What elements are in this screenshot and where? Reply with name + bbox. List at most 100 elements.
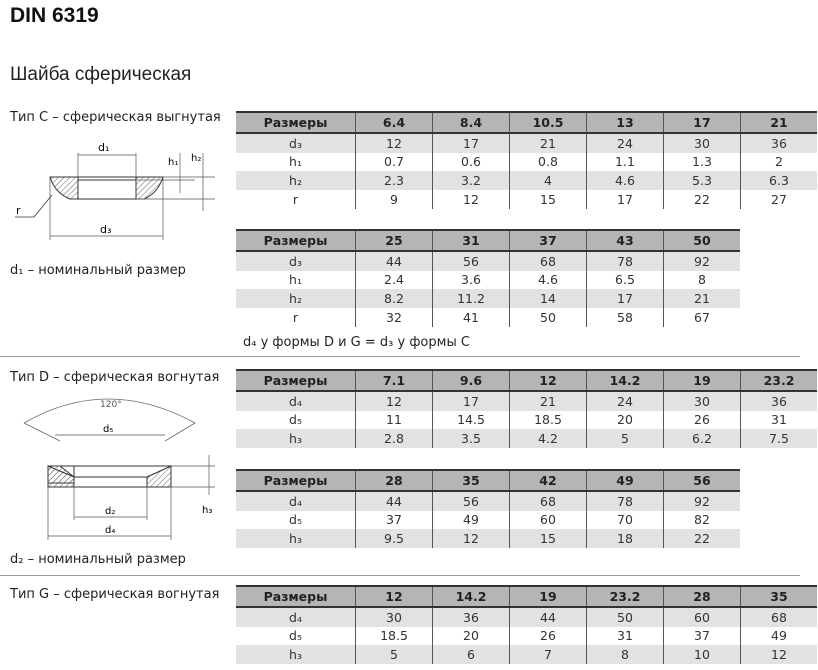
table-header-cell: 35 <box>740 586 817 607</box>
type-d-label: Тип D – сферическая вогнутая <box>10 370 220 385</box>
table-header-cell: 43 <box>586 230 664 251</box>
table-header-row: Размеры 7.1 9.6 12 14.2 19 23.2 <box>236 370 817 391</box>
table-cell: 68 <box>509 490 587 511</box>
table-cell: 26 <box>509 626 587 646</box>
table-header-cell: 28 <box>355 470 433 491</box>
table-cell: d₃ <box>289 253 302 269</box>
table-header-cell: 10.5 <box>509 112 587 133</box>
table-cell: h₂ <box>289 173 302 189</box>
table-cell: 17 <box>432 132 510 153</box>
type-c-table-1: Размеры 6.4 8.4 10.5 13 17 21 d₃ 12 17 21 24 30 36 h₁ 0… <box>236 111 817 209</box>
h2-label: h₂ <box>191 153 201 164</box>
table-cell: 9.5 <box>355 529 433 549</box>
table-cell: 22 <box>663 529 740 549</box>
table-row: d₃ 44 56 68 78 92 <box>236 250 740 271</box>
type-c-drawing: d₁ d₃ h₁ h₂ r <box>15 141 215 240</box>
table-cell: 3.5 <box>432 429 510 449</box>
table-header-cell: 17 <box>663 112 741 133</box>
table-row: d₅ 37 49 60 70 82 <box>236 510 740 530</box>
h1-label: h₁ <box>168 157 178 168</box>
divider <box>0 356 800 357</box>
table-header-cell: 19 <box>663 370 741 391</box>
table-cell: r <box>292 192 299 208</box>
d3-label: d₃ <box>100 223 111 236</box>
table-cell: d₄ <box>289 393 302 409</box>
table-cell: 8 <box>663 270 740 290</box>
table-cell: 0.8 <box>509 152 587 172</box>
table-cell: 7.5 <box>740 429 817 449</box>
table-cell: 2.8 <box>355 429 433 449</box>
table-cell: 50 <box>509 308 587 327</box>
table-cell: 2.4 <box>355 270 433 290</box>
table-row: r 9 12 15 17 22 27 <box>236 190 817 209</box>
table-header-cell: Размеры <box>263 232 328 248</box>
table-row: h₃ 9.5 12 15 18 22 <box>236 529 740 549</box>
table-cell: 18 <box>586 529 664 549</box>
table-cell: 4.6 <box>509 270 587 290</box>
table-cell: 49 <box>432 510 510 530</box>
table-cell: 56 <box>432 490 510 511</box>
h3-label: h₃ <box>202 505 212 516</box>
table-row: r 32 41 50 58 67 <box>236 308 740 327</box>
table-cell: 30 <box>663 390 741 411</box>
table-cell: 60 <box>509 510 587 530</box>
table-cell: 17 <box>432 390 510 411</box>
table-cell: 10 <box>663 645 741 665</box>
table-cell: 31 <box>740 410 817 430</box>
table-header-cell: Размеры <box>263 372 328 388</box>
table-cell: 9 <box>355 190 433 209</box>
table-header-cell: 8.4 <box>432 112 510 133</box>
table-header-cell: Размеры <box>263 588 328 604</box>
table-cell: 17 <box>586 190 664 209</box>
table-cell: 36 <box>740 390 817 411</box>
table-cell: 4.2 <box>509 429 587 449</box>
table-cell: 27 <box>740 190 817 209</box>
table-row: d₅ 11 14.5 18.5 20 26 31 <box>236 410 817 430</box>
table-header-cell: 12 <box>509 370 587 391</box>
table-header-cell: 35 <box>432 470 510 491</box>
table-cell: 6.5 <box>586 270 664 290</box>
table-row: h₁ 0.7 0.6 0.8 1.1 1.3 2 <box>236 152 817 172</box>
divider <box>0 575 800 576</box>
table-cell: 3.2 <box>432 171 510 191</box>
table-cell: 44 <box>509 606 587 627</box>
table-cell: 12 <box>432 190 510 209</box>
table-header-cell: 25 <box>355 230 433 251</box>
d1-label: d₁ <box>98 141 109 154</box>
table-cell: 8 <box>586 645 664 665</box>
table-cell: h₃ <box>289 531 302 547</box>
table-cell: h₃ <box>289 647 302 663</box>
table-cell: r <box>292 310 299 326</box>
table-header-row: Размеры 28 35 42 49 56 <box>236 470 740 491</box>
table-cell: 12 <box>355 132 433 153</box>
table-cell: 8.2 <box>355 289 433 309</box>
table-row: d₅ 18.5 20 26 31 37 49 <box>236 626 817 646</box>
table-header-cell: 13 <box>586 112 664 133</box>
table-cell: 14 <box>509 289 587 309</box>
table-cell: 2 <box>740 152 817 172</box>
table-cell: h₃ <box>289 431 302 447</box>
table-cell: 21 <box>509 390 587 411</box>
table-cell: 49 <box>740 626 817 646</box>
table-cell: 20 <box>586 410 664 430</box>
table-cell: 12 <box>355 390 433 411</box>
table-row: h₁ 2.4 3.6 4.6 6.5 8 <box>236 270 740 290</box>
table-cell: 5 <box>586 429 664 449</box>
table-header-cell: Размеры <box>263 472 328 488</box>
table-row: d₄ 44 56 68 78 92 <box>236 490 740 511</box>
table-cell: d₅ <box>289 512 302 528</box>
table-cell: 11 <box>355 410 433 430</box>
table-cell: 50 <box>586 606 664 627</box>
table-cell: 68 <box>740 606 817 627</box>
table-cell: 60 <box>663 606 741 627</box>
table-cell: 92 <box>663 250 740 271</box>
table-header-cell: 21 <box>740 112 817 133</box>
table-cell: 11.2 <box>432 289 510 309</box>
table-cell: 0.7 <box>355 152 433 172</box>
table-cell: h₁ <box>289 154 302 170</box>
type-d-note: d₂ – номинальный размер <box>10 552 186 567</box>
table-cell: 6.3 <box>740 171 817 191</box>
table-header-cell: 6.4 <box>355 112 433 133</box>
table-cell: d₃ <box>289 135 302 151</box>
